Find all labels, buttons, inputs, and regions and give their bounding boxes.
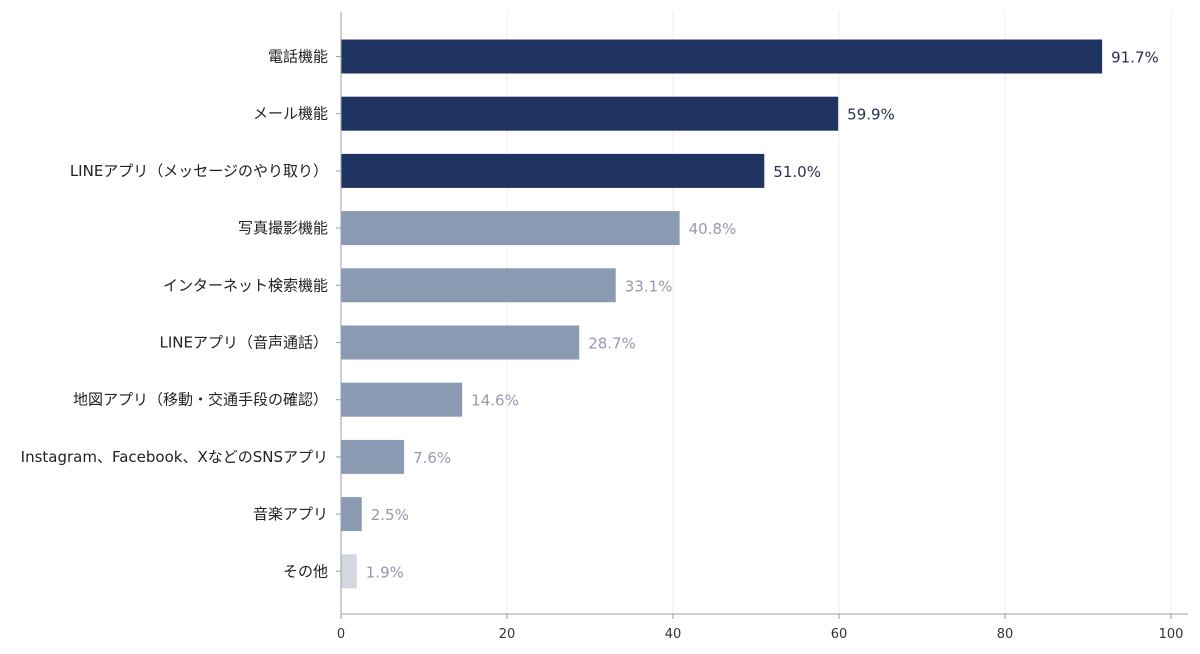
bar (341, 439, 405, 474)
x-tick-label: 40 (665, 627, 682, 642)
category-label: 音楽アプリ (253, 505, 328, 523)
value-label: 2.5% (371, 506, 409, 524)
value-label: 40.8% (689, 220, 737, 238)
bars (341, 39, 1103, 589)
category-label: 写真撮影機能 (238, 219, 328, 237)
value-label: 28.7% (588, 335, 636, 353)
bar (341, 211, 680, 246)
bar (341, 268, 616, 303)
value-label: 51.0% (773, 163, 821, 181)
labels: 電話機能 91.7% メール機能 59.9% LINEアプリ（メッセージのやり取り） 51… (21, 48, 1159, 582)
category-label: メール機能 (253, 105, 328, 123)
x-tick-label: 80 (997, 627, 1014, 642)
value-label: 59.9% (847, 106, 895, 124)
category-label: Instagram、Facebook、XなどのSNSアプリ (21, 448, 328, 466)
value-label: 14.6% (471, 392, 519, 410)
category-label: 電話機能 (268, 48, 328, 66)
category-label: LINEアプリ（メッセージのやり取り） (70, 162, 328, 180)
bar (341, 39, 1103, 74)
bar (341, 96, 839, 131)
value-label: 91.7% (1111, 49, 1159, 67)
bar (341, 554, 357, 589)
bar (341, 325, 580, 360)
category-label: LINEアプリ（音声通話） (160, 334, 328, 352)
category-label: 地図アプリ（移動・交通手段の確認） (73, 391, 328, 409)
bar (341, 497, 362, 532)
category-label: その他 (283, 562, 328, 580)
bar (341, 382, 463, 417)
bar (341, 153, 765, 188)
value-label: 7.6% (413, 449, 451, 467)
value-label: 33.1% (625, 277, 673, 295)
value-label: 1.9% (366, 563, 404, 581)
x-tick-label: 100 (1159, 627, 1184, 642)
x-tick-label: 0 (337, 627, 345, 642)
category-label: インターネット検索機能 (163, 276, 328, 294)
x-tick-label: 60 (831, 627, 848, 642)
x-tick-label: 20 (499, 627, 516, 642)
axes: 0 20 40 60 80 100 (336, 12, 1188, 642)
